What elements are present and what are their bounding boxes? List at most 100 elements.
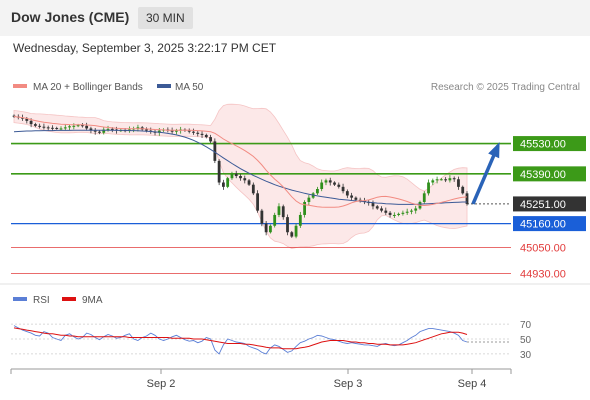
candle-body [243,178,247,181]
price-tag-45390.00 [513,166,586,182]
candle-body [187,130,191,132]
candle-body [350,195,354,198]
candle-body [226,178,230,187]
candle-body [217,160,221,183]
price-label-45050.00: 45050.00 [520,242,566,254]
rsi-tick-50: 50 [520,335,532,346]
candle-body [384,210,388,213]
candle-body [286,217,289,233]
price-labels: 45530.00 45390.00 45251.00 45160.00 45050.00… [513,136,586,280]
credit-text: Research © 2025 Trading Central [431,82,580,93]
candle-body [461,186,465,194]
candle-body [80,125,84,127]
price-label-45530.00: 45530.00 [520,139,566,151]
candle-body [93,130,97,132]
candle-body [127,129,131,131]
candle-body [269,225,272,233]
candle-body [239,176,242,179]
candle-body [33,124,37,126]
candle-body [341,186,345,192]
candle-body [388,212,392,215]
candle-body [444,179,448,181]
candle-body [55,128,59,130]
candle-body [157,130,161,133]
candle-body [59,128,63,130]
candle-body [251,184,255,194]
candle-body [174,130,178,132]
candle-body [29,120,33,125]
price-label-45251.00: 45251.00 [520,199,566,211]
candle-body [136,127,140,129]
candle-body [439,179,443,181]
candle-body [12,115,16,117]
candle-body [260,210,264,224]
candle-body [46,127,50,129]
candle-body [371,203,375,207]
price-levels [11,142,511,274]
candle-body [273,214,277,226]
candle-body [200,133,204,135]
candle-body [290,232,294,237]
ma9-legend-swatch [62,297,76,301]
candle-body [298,214,302,226]
candle-body [375,206,379,209]
candle-body [72,125,76,127]
candle-body [401,212,405,214]
candle-body [452,178,456,180]
candle-body [89,128,93,131]
rsi-tick-70: 70 [520,320,532,331]
candle-body [63,127,67,129]
candle-body [422,193,426,202]
ma20-legend-swatch [13,84,27,88]
candle-body [145,129,148,131]
x-tick-label: Sep 2 [147,378,176,390]
candle-body [303,201,307,215]
chart-header: Dow Jones (CME) 30 MIN [0,0,590,36]
x-tick-label: Sep 3 [334,378,363,390]
candle-body [277,206,281,215]
moving-averages [13,116,468,208]
ma9-legend-label: 9MA [82,295,103,306]
ma50-legend-swatch [157,84,171,88]
candle-body [42,126,46,128]
candle-body [380,208,383,211]
candle-body [431,180,435,183]
candle-body [320,182,324,189]
price-tag-45160.00 [513,216,586,232]
candle-body [230,173,234,179]
candle-body [51,127,54,129]
forecast-arrow [471,142,500,205]
price-label-44930.00: 44930.00 [520,268,566,280]
candle-body [324,180,328,183]
timeframe-button[interactable]: 30 MIN [138,7,193,29]
candle-body [328,180,332,183]
price-tag-45530.00 [513,136,586,152]
candle-body [68,126,71,128]
rsi-tick-30: 30 [520,350,532,361]
candle-body [397,213,401,215]
instrument-title: Dow Jones (CME) [11,9,130,25]
candle-body [38,125,42,127]
candle-body [316,189,319,194]
candle-body [465,193,469,204]
candle-body [294,225,298,237]
candle-body [405,211,409,213]
candle-body [106,128,110,130]
candle-body [209,137,212,142]
x-axis: Sep 2 Sep 3 Sep 4 [10,369,512,390]
candle-body [345,191,349,196]
candle-body [204,134,208,138]
candle-body [98,131,101,133]
candlesticks [12,114,469,239]
candle-body [222,182,225,187]
rsi-line [13,325,468,355]
x-tick-label: Sep 4 [458,378,487,390]
candle-body [85,125,89,129]
candle-body [21,117,24,119]
candle-body [247,180,251,185]
ma20-line [13,116,468,208]
candle-body [25,118,29,121]
candle-body [457,179,460,187]
